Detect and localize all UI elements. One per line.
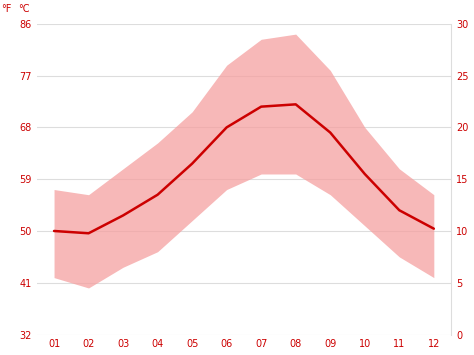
Text: °C: °C <box>18 4 30 15</box>
Text: °F: °F <box>1 4 12 15</box>
